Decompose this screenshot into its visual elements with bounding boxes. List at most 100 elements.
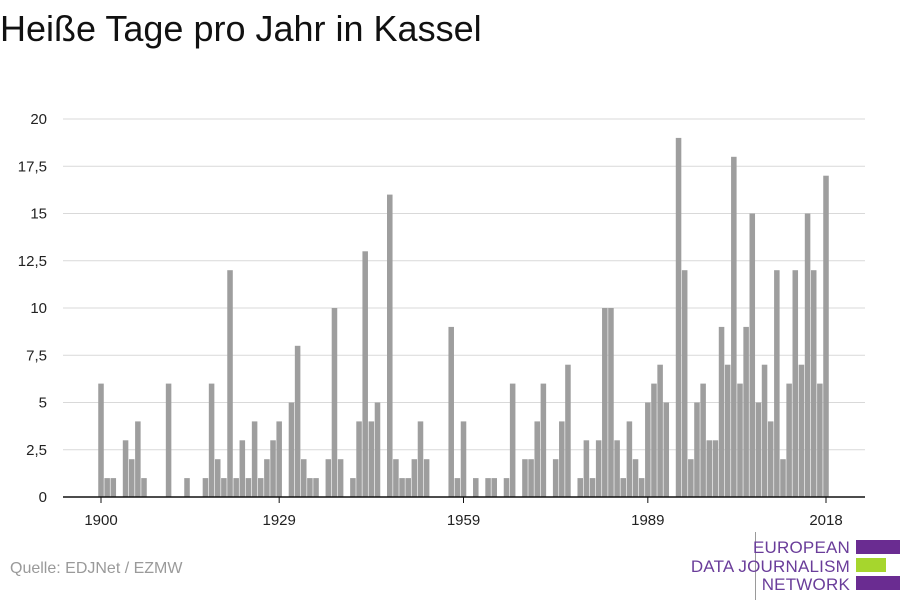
bar-1904 [122,440,129,497]
bar-2000 [712,440,719,497]
bar-2015 [804,213,811,497]
bar-1969 [522,459,528,497]
bar-1923 [239,440,246,497]
bar-1957 [448,326,454,497]
bar-1990 [651,383,657,497]
bar-1967 [509,383,516,497]
x-tick-label: 1929 [262,512,295,529]
bar-2013 [792,270,799,497]
bar-2009 [767,421,774,497]
bar-1905 [128,459,135,497]
bar-1949 [399,478,405,497]
bar-1998 [700,383,706,497]
bar-1989 [645,402,651,497]
bar-2006 [749,213,756,497]
bar-1952 [417,421,424,497]
x-tick-label: 2018 [809,512,842,529]
bar-1924 [245,478,252,497]
bar-2014 [798,364,805,497]
bar-1919 [214,459,221,497]
bar-1974 [552,459,559,497]
logo-line-network: NETWORK [761,575,850,594]
bar-1996 [688,459,694,497]
bar-2002 [724,364,731,497]
bar-1900 [98,383,104,497]
bar-1947 [387,194,393,497]
bar-1950 [405,478,411,497]
y-tick-label: 17,5 [18,158,47,175]
bar-1976 [565,364,571,497]
bar-1914 [184,478,190,497]
y-tick-label: 7,5 [26,347,47,364]
bar-1931 [288,402,295,497]
bar-1979 [583,440,590,497]
bar-1945 [374,402,381,497]
bar-1926 [257,478,264,497]
bar-2003 [731,156,737,498]
logo-line-european: EUROPEAN [752,538,850,557]
bar-1978 [577,478,583,497]
edjnet-logo: EUROPEAN DATA JOURNALISM NETWORK [691,532,900,600]
bar-1918 [208,383,215,497]
y-tick-label: 0 [39,489,47,506]
y-axis-ticks: 0 2,5 5 7,5 10 12,5 15 17,5 20 [18,111,47,506]
bar-1970 [528,459,534,497]
bar-1966 [503,478,510,497]
bar-1985 [620,478,627,497]
x-axis-ticks: 1900 1929 1959 1989 2018 [84,497,843,529]
bar-2017 [817,383,823,497]
bar-1944 [368,421,375,497]
logo-bar-bottom [856,576,900,590]
bar-1922 [233,478,239,497]
bar-1975 [559,421,565,497]
bar-1994 [675,137,682,497]
bar-1958 [454,478,461,497]
bar-1972 [540,383,547,497]
bar-1948 [393,459,399,497]
bar-1991 [657,364,663,497]
bar-1984 [614,440,620,497]
bar-1934 [307,478,313,497]
bar-1999 [706,440,713,497]
bar-1992 [663,402,670,497]
y-tick-label: 20 [30,111,47,128]
bar-2005 [743,326,749,497]
bar-1941 [350,478,356,497]
y-tick-label: 2,5 [26,442,47,459]
logo-separator [755,532,756,600]
bar-1982 [602,308,608,497]
bar-1981 [595,440,602,497]
bar-1907 [141,478,147,497]
bar-2010 [774,270,780,497]
bar-1963 [485,478,491,497]
bar-1927 [264,459,270,497]
bar-1920 [221,478,227,497]
y-tick-label: 5 [39,395,47,412]
bar-1917 [202,478,209,497]
bar-1964 [491,478,497,497]
x-tick-label: 1900 [84,512,117,529]
bar-1959 [460,421,467,497]
bar-2012 [786,383,792,497]
bar-2007 [755,402,762,497]
chart-title: Heiße Tage pro Jahr in Kassel [0,8,482,49]
bar-2008 [761,364,768,497]
x-tick-label: 1989 [631,512,664,529]
bar-2011 [780,459,786,497]
bar-1980 [589,478,596,497]
bar-1901 [104,478,110,497]
y-tick-label: 10 [30,300,47,317]
bar-1961 [473,478,479,497]
bar-2018 [823,175,829,497]
logo-line-data-journalism: DATA JOURNALISM [690,557,850,576]
bars [98,137,829,498]
bar-1997 [694,402,700,497]
bar-1943 [362,251,368,497]
bar-1906 [135,421,141,497]
bar-1988 [638,478,645,497]
y-tick-label: 15 [30,206,47,223]
bar-1929 [276,421,282,497]
bar-1937 [325,459,332,497]
bar-1935 [313,478,319,497]
